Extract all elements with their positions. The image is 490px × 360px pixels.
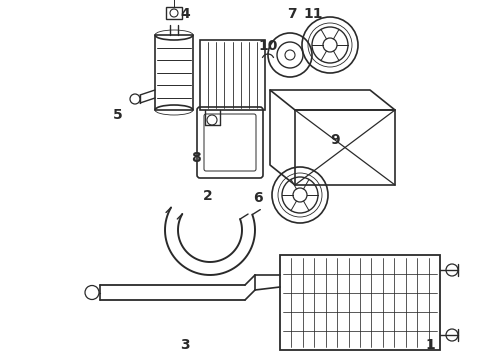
Text: 11: 11 (303, 7, 323, 21)
Text: 8: 8 (191, 151, 201, 165)
Text: 9: 9 (330, 133, 340, 147)
Text: 10: 10 (258, 39, 278, 53)
Text: 3: 3 (180, 338, 190, 352)
Text: 5: 5 (113, 108, 123, 122)
Text: 2: 2 (203, 189, 213, 203)
Text: 6: 6 (253, 191, 263, 205)
Text: 7: 7 (287, 7, 297, 21)
Text: 4: 4 (180, 7, 190, 21)
Text: 1: 1 (425, 338, 435, 352)
